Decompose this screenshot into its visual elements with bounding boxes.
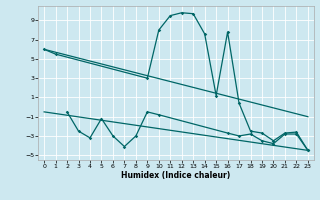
X-axis label: Humidex (Indice chaleur): Humidex (Indice chaleur) xyxy=(121,171,231,180)
